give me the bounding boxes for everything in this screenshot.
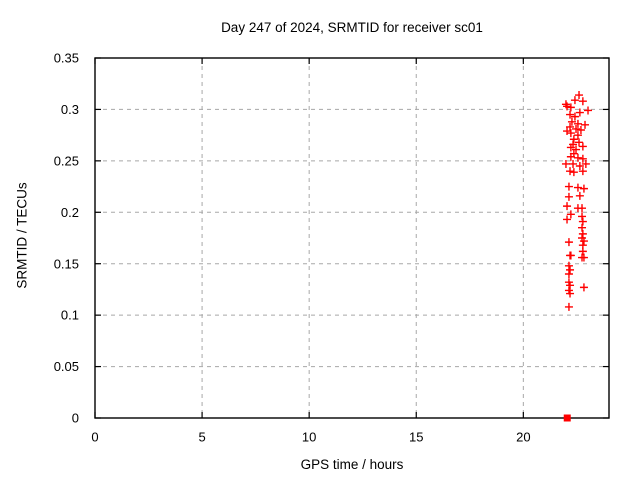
data-point-plus [578,154,587,163]
data-point-plus [566,289,575,298]
data-point-plus [578,223,587,232]
data-point-plus [578,212,587,221]
data-point-plus [578,217,587,226]
data-point-plus [566,129,575,138]
data-point-plus [561,159,570,168]
data-point-plus [566,265,575,274]
data-point-plus [584,106,593,115]
data-point-plus [581,120,590,129]
data-point-plus [569,135,578,144]
data-point-plus [581,159,590,168]
y-tick-label: 0.25 [54,153,79,168]
data-point-plus [564,182,573,191]
data-point-plus [573,183,582,192]
x-tick-label: 20 [516,430,530,445]
data-point-plus [575,162,584,170]
data-point-plus [575,191,584,200]
data-point-plus [566,122,575,131]
data-point-plus [579,237,588,246]
data-point-plus [578,247,587,256]
data-point-plus [564,302,573,311]
y-tick-label: 0 [72,411,79,426]
data-point-plus [566,110,575,119]
data-point-plus [579,253,588,262]
data-point-plus [566,281,575,290]
data-point-plus [579,184,588,193]
y-tick-label: 0.3 [61,102,79,117]
data-point-plus [573,131,582,140]
data-point-plus [566,167,575,176]
data-point-square [563,414,571,422]
data-point-plus [575,138,584,147]
data-point-plus [576,126,585,134]
data-point-plus [572,145,581,154]
data-point-plus [564,192,573,201]
data-point-plus [566,152,575,161]
x-tick-label: 5 [198,430,205,445]
data-point-plus [566,143,575,152]
data-point-plus [573,119,582,128]
data-point-plus [578,97,587,106]
data-point-plus [569,168,578,177]
data-point-plus [572,124,581,133]
data-point-plus [566,210,575,219]
y-tick-label: 0.15 [54,256,79,271]
x-axis-label: GPS time / hours [300,457,404,472]
data-point-plus [578,167,587,176]
data-point-plus [563,102,572,111]
data-point-plus [563,202,572,211]
x-tick-label: 15 [409,430,423,445]
data-point-plus [573,153,582,162]
plot-border [94,57,610,419]
data-point-plus [575,108,584,117]
data-point-plus [566,103,575,112]
data-point-plus [564,238,573,247]
y-tick-label: 0.05 [54,359,79,374]
data-point-plus [570,96,579,105]
data-point-plus [567,117,576,126]
data-point-plus [569,159,578,168]
data-point-plus [579,283,588,292]
x-tick-label: 10 [302,430,316,445]
data-point-plus [578,229,587,238]
x-tick-label: 0 [91,430,98,445]
data-point-plus [563,215,572,224]
data-point-plus [575,91,584,100]
data-point-plus [578,142,587,151]
data-point-plus [578,204,587,213]
data-point-plus [564,261,573,270]
y-tick-label: 0.2 [61,205,79,220]
data-point-plus [564,270,573,278]
y-tick-label: 0.35 [54,51,79,66]
y-axis-label: SRMTID / TECUs [14,182,30,289]
data-point-plus [566,251,575,260]
y-tick-label: 0.1 [61,308,79,323]
data-point-plus [570,112,579,121]
chart-title: Day 247 of 2024, SRMTID for receiver sc0… [221,20,483,35]
